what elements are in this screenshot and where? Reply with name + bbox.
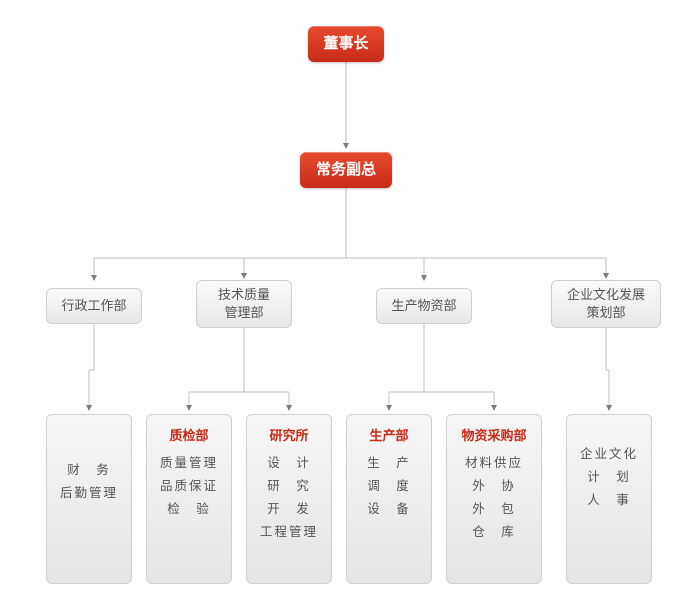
leaf-item: 生 产 (347, 452, 431, 471)
node-dept-culture-planning: 企业文化发展 策划部 (551, 280, 661, 328)
leaf-title: 物资采购部 (447, 425, 541, 444)
leaf-item: 检 验 (147, 498, 231, 517)
leaf-item: 调 度 (347, 475, 431, 494)
leaf-item: 企业文化 (567, 443, 651, 462)
label: 生产物资部 (391, 297, 456, 315)
leaf-procurement: 物资采购部 材料供应 外 协 外 包 仓 库 (446, 414, 542, 584)
leaf-item: 外 协 (447, 475, 541, 494)
node-dept-admin: 行政工作部 (46, 288, 142, 324)
node-dept-tech-quality: 技术质量 管理部 (196, 280, 292, 328)
leaf-research: 研究所 设 计 研 究 开 发 工程管理 (246, 414, 332, 584)
leaf-item: 外 包 (447, 498, 541, 517)
leaf-item: 计 划 (567, 466, 651, 485)
label: 技术质量 管理部 (218, 286, 270, 322)
leaf-item: 开 发 (247, 498, 331, 517)
leaf-item: 人 事 (567, 489, 651, 508)
leaf-item: 后勤管理 (47, 482, 131, 501)
leaf-culture: 企业文化 计 划 人 事 (566, 414, 652, 584)
label: 常务副总 (316, 161, 376, 178)
leaf-qc: 质检部 质量管理 品质保证 检 验 (146, 414, 232, 584)
leaf-item: 材料供应 (447, 452, 541, 471)
leaf-item: 质量管理 (147, 452, 231, 471)
leaf-item: 设 计 (247, 452, 331, 471)
leaf-title: 质检部 (147, 425, 231, 444)
org-chart-canvas: 董事长 常务副总 行政工作部 技术质量 管理部 生产物资部 企业文化发展 策划部… (0, 0, 690, 615)
leaf-production: 生产部 生 产 调 度 设 备 (346, 414, 432, 584)
leaf-item: 仓 库 (447, 521, 541, 540)
leaf-title: 生产部 (347, 425, 431, 444)
leaf-item: 品质保证 (147, 475, 231, 494)
node-evp: 常务副总 (300, 152, 392, 188)
leaf-item: 研 究 (247, 475, 331, 494)
leaf-item: 设 备 (347, 498, 431, 517)
label: 企业文化发展 策划部 (567, 286, 645, 322)
node-dept-production-material: 生产物资部 (376, 288, 472, 324)
leaf-admin: 财 务 后勤管理 (46, 414, 132, 584)
node-chairman: 董事长 (308, 26, 384, 62)
leaf-title: 研究所 (247, 425, 331, 444)
label: 董事长 (323, 35, 368, 52)
leaf-item: 财 务 (47, 459, 131, 478)
label: 行政工作部 (61, 297, 126, 315)
leaf-item: 工程管理 (247, 521, 331, 540)
